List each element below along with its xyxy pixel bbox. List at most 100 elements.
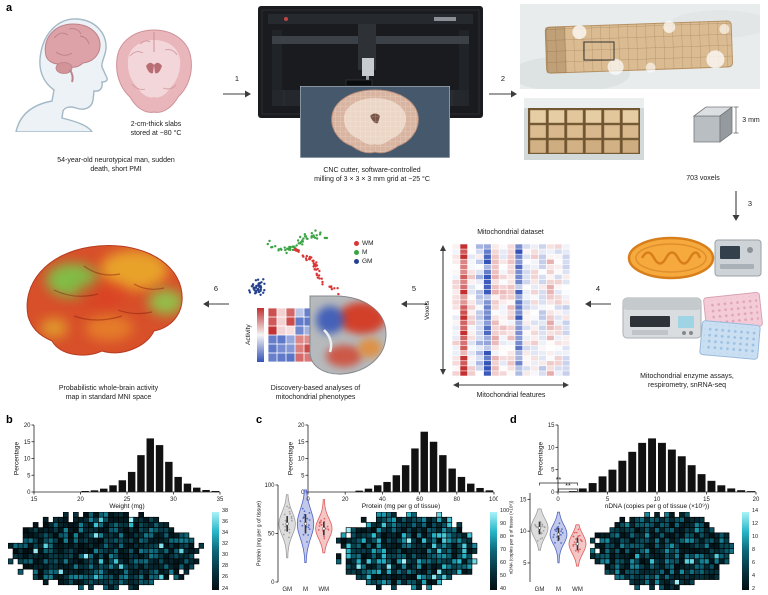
svg-text:nDNA (copies per g of tissue (: nDNA (copies per g of tissue (×10⁹)) [605,503,709,510]
svg-text:nDNA (copies per g of tissue (: nDNA (copies per g of tissue (×10⁹)) [509,500,514,574]
caption-brain-map: Probabilistic whole-brain activity map i… [58,385,159,402]
svg-text:Percentage: Percentage [288,441,295,475]
svg-text:Weight (mg): Weight (mg) [109,503,144,510]
svg-text:20: 20 [342,497,349,503]
step-number-1: 1 [234,74,240,83]
ndna-violin-plot: 5 10 15 GM M WM **** nDNA (copies per g of tiss… [509,477,587,593]
step-arrow-6 [203,300,229,308]
svg-text:0: 0 [551,490,555,496]
svg-text:**: ** [565,483,571,490]
svg-text:Protein (mg per g of tissue): Protein (mg per g of tissue) [257,501,263,566]
svg-text:15: 15 [703,497,710,503]
svg-text:GM: GM [535,587,545,593]
svg-text:5: 5 [551,468,555,474]
voxels-axis-arrow [440,245,446,375]
panel-label-b: b [6,414,13,426]
dataset-title: Mitochondrial dataset [477,229,544,236]
panel-label-c: c [256,414,263,426]
caption-cnc: CNC cutter, software-controlled milling … [314,167,430,184]
svg-text:5: 5 [27,473,31,479]
step-number-2: 2 [500,74,506,83]
umap-legend: WM M GM [354,240,374,267]
svg-text:15: 15 [548,423,555,429]
svg-text:**: ** [556,477,562,484]
protein-violin-plot: 0 50 100 GM M WM Protein (mg per g of tissue) [257,483,333,593]
wm-legend-dot [354,241,359,246]
ndna-histogram: 0 5 10 15 20 0 5 10 15 Percentage nDNA (copies per… [538,423,760,510]
step-arrow-3 [732,191,740,221]
svg-text:Percentage: Percentage [538,441,545,475]
step-number-3: 3 [747,199,753,208]
svg-text:15: 15 [24,440,31,446]
svg-text:60: 60 [416,497,423,503]
svg-text:M: M [303,587,308,593]
gm-legend-label: GM [362,258,373,265]
step-arrow-2 [489,90,517,98]
voxel-cube-icon [692,106,739,143]
milling-grid-inset [300,86,450,158]
svg-text:5: 5 [301,473,305,479]
dataset-y-axis-label: Voxels [424,300,431,320]
svg-text:80: 80 [453,497,460,503]
svg-text:30: 30 [170,497,177,503]
half-brain-heat-overlay [309,295,387,375]
svg-text:0: 0 [556,497,560,503]
caption-assays: Mitochondrial enzyme assays, respirometr… [640,373,734,390]
umap-scatter [248,229,340,296]
svg-text:15: 15 [520,497,527,503]
svg-text:5: 5 [523,561,527,567]
caption-slabs: 2-cm-thick slabs stored at −80 °C [130,121,182,138]
step-number-6: 6 [213,284,219,293]
protein-voxel-map: 100 90 80 70 60 50 40 [336,508,516,594]
panel-label-d: d [510,414,517,426]
activity-axis-label: Activity [245,324,252,346]
gm-legend-dot [354,259,359,264]
svg-text:M: M [556,587,561,593]
svg-text:Protein (mg per g of tissue): Protein (mg per g of tissue) [362,503,440,510]
svg-text:35: 35 [217,497,224,503]
svg-text:100: 100 [264,483,275,489]
cube-size-label: 3 mm [742,117,760,124]
caption-voxel-count: 703 voxels [686,175,720,182]
svg-text:Percentage: Percentage [14,441,21,475]
dataset-x-axis-label: Mitochondrial features [476,392,546,399]
ndna-voxel-map: 14 12 10 8 6 4 2 [590,508,768,594]
step-number-5: 5 [411,284,417,293]
svg-text:25: 25 [124,497,131,503]
m-legend-dot [354,250,359,255]
step-number-4: 4 [595,284,601,293]
legend-row-wm: WM [354,240,374,247]
legend-row-m: M [354,249,374,256]
svg-text:20: 20 [24,423,31,429]
coronal-slice-icon [116,29,192,113]
panel-label-a: a [6,2,13,14]
slab-closeup-photo [524,98,644,160]
weight-voxel-map: 38 36 34 32 30 28 26 24 [8,508,253,594]
svg-text:10: 10 [24,457,31,463]
svg-text:15: 15 [298,440,305,446]
head-brain-icon [15,18,108,132]
svg-text:100: 100 [489,497,498,503]
plate-reader-icon [622,297,702,339]
brain-activity-map [26,245,183,356]
wm-legend-label: WM [362,240,374,247]
svg-text:20: 20 [77,497,84,503]
svg-text:20: 20 [298,423,305,429]
caption-analyses: Discovery-based analyses of mitochondria… [270,385,361,402]
step-arrow-5 [401,300,427,308]
svg-text:50: 50 [268,532,275,538]
svg-text:10: 10 [298,457,305,463]
activity-colorbar [257,308,264,362]
step-arrow-4 [585,300,611,308]
m-legend-label: M [362,249,368,256]
features-axis-arrow [453,382,569,388]
svg-text:WM: WM [318,587,329,593]
mitochondrion-icon [627,236,715,280]
svg-text:15: 15 [31,497,38,503]
step-arrow-1 [223,90,251,98]
svg-text:5: 5 [606,497,610,503]
respirometer-icon [714,239,762,277]
legend-row-gm: GM [354,258,374,265]
